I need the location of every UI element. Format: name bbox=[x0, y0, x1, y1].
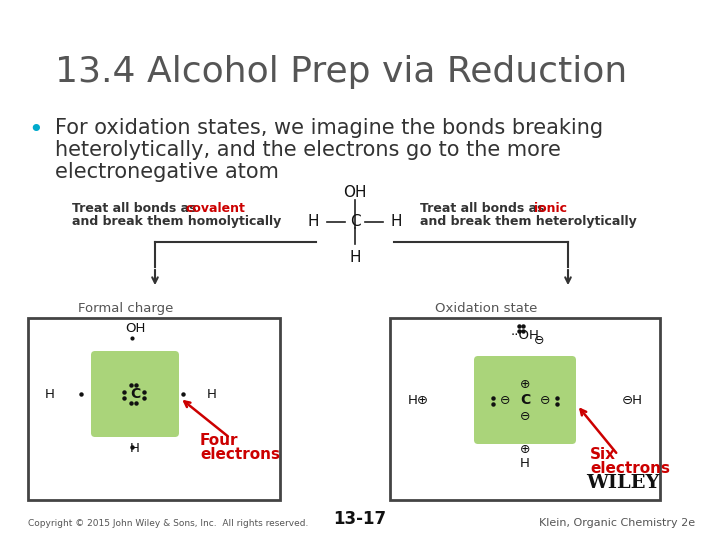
Text: and break them homolytically: and break them homolytically bbox=[72, 215, 282, 228]
Text: Six: Six bbox=[590, 447, 616, 462]
Text: electrons: electrons bbox=[590, 461, 670, 476]
Text: H: H bbox=[349, 250, 361, 265]
Text: electronegative atom: electronegative atom bbox=[55, 162, 279, 182]
FancyBboxPatch shape bbox=[390, 318, 660, 500]
Text: Treat all bonds as: Treat all bonds as bbox=[420, 202, 549, 215]
Text: 13.4 Alcohol Prep via Reduction: 13.4 Alcohol Prep via Reduction bbox=[55, 55, 627, 89]
Text: H: H bbox=[391, 214, 402, 230]
Text: ⊖H: ⊖H bbox=[621, 394, 642, 407]
Text: OH: OH bbox=[343, 185, 366, 200]
Text: Treat all bonds as: Treat all bonds as bbox=[72, 202, 201, 215]
Text: ⊕: ⊕ bbox=[520, 443, 530, 456]
Text: heterolytically, and the electrons go to the more: heterolytically, and the electrons go to… bbox=[55, 140, 561, 160]
Text: For oxidation states, we imagine the bonds breaking: For oxidation states, we imagine the bon… bbox=[55, 118, 603, 138]
Text: H: H bbox=[307, 214, 319, 230]
Text: H: H bbox=[207, 388, 217, 401]
Text: C: C bbox=[130, 387, 140, 401]
Text: and break them heterolytically: and break them heterolytically bbox=[420, 215, 636, 228]
Text: WILEY: WILEY bbox=[587, 474, 660, 492]
Text: ⊖: ⊖ bbox=[500, 394, 510, 407]
FancyBboxPatch shape bbox=[28, 318, 280, 500]
Text: H⊕: H⊕ bbox=[408, 394, 428, 407]
Text: 13-17: 13-17 bbox=[333, 510, 387, 528]
Text: ⊖: ⊖ bbox=[534, 334, 544, 347]
Text: ionic: ionic bbox=[534, 202, 567, 215]
Text: Copyright © 2015 John Wiley & Sons, Inc.  All rights reserved.: Copyright © 2015 John Wiley & Sons, Inc.… bbox=[28, 519, 308, 528]
Text: ⊖: ⊖ bbox=[520, 409, 530, 422]
Text: electrons: electrons bbox=[200, 447, 280, 462]
Text: •: • bbox=[28, 118, 42, 142]
Text: Oxidation state: Oxidation state bbox=[435, 302, 537, 315]
Text: C: C bbox=[520, 393, 530, 407]
Text: ⊕: ⊕ bbox=[520, 377, 530, 390]
FancyBboxPatch shape bbox=[91, 351, 179, 437]
Text: Four: Four bbox=[200, 433, 238, 448]
FancyBboxPatch shape bbox=[474, 356, 576, 444]
Text: H: H bbox=[130, 442, 140, 455]
Text: C: C bbox=[350, 214, 360, 230]
Text: ⋅⋅OH: ⋅⋅OH bbox=[510, 329, 539, 342]
Text: Klein, Organic Chemistry 2e: Klein, Organic Chemistry 2e bbox=[539, 518, 695, 528]
Text: ⊖: ⊖ bbox=[540, 394, 550, 407]
Text: H: H bbox=[520, 457, 530, 470]
Text: OH: OH bbox=[125, 322, 145, 335]
Text: covalent: covalent bbox=[186, 202, 246, 215]
Text: H: H bbox=[45, 388, 55, 401]
Text: Formal charge: Formal charge bbox=[78, 302, 174, 315]
